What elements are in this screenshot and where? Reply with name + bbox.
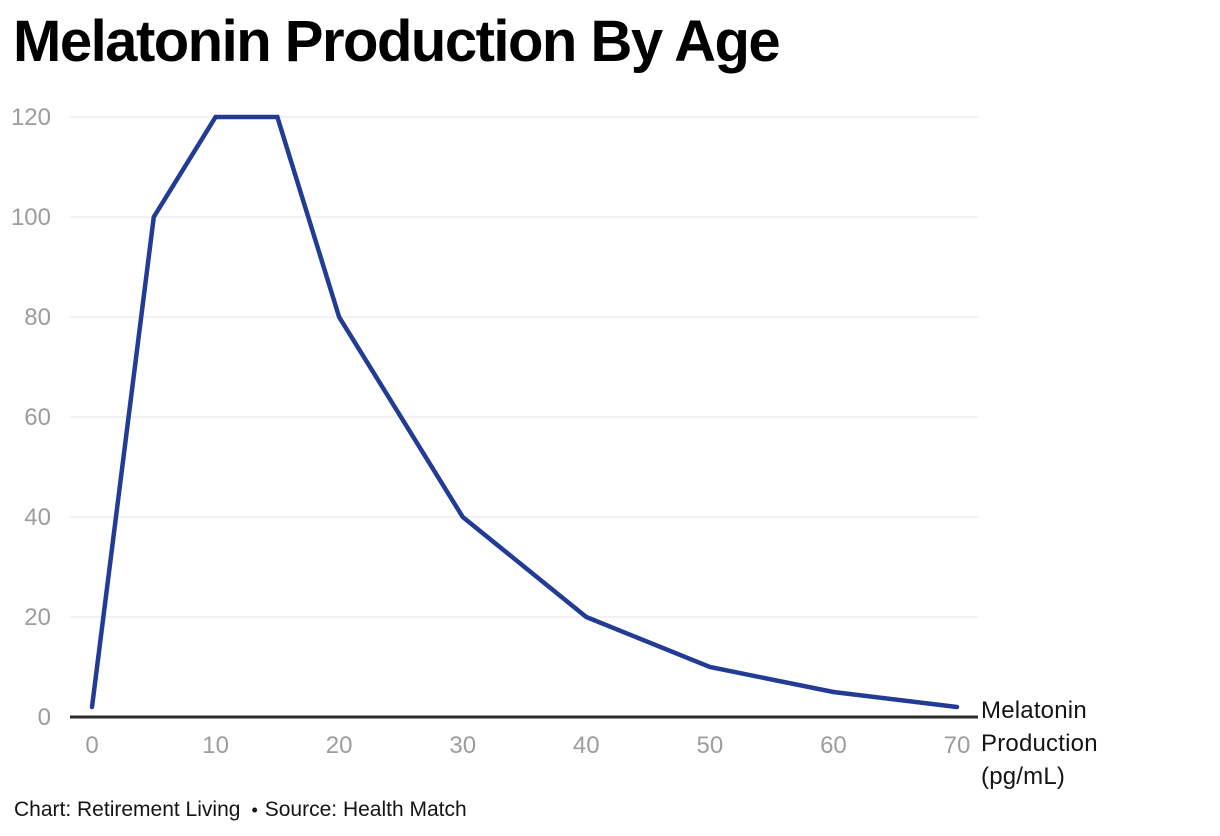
- y-tick-label: 120: [11, 104, 51, 131]
- x-tick-label: 70: [944, 732, 971, 759]
- series-end-label: Melatonin Production (pg/mL): [981, 697, 1098, 790]
- x-tick-label: 20: [326, 732, 353, 759]
- source-credit: Source: Health Match: [264, 798, 467, 821]
- series-end-label-line: Production: [981, 730, 1098, 757]
- y-tick-label: 40: [24, 504, 51, 531]
- chart-footer: Chart: Retirement Living • Source: Healt…: [14, 798, 467, 822]
- series-end-label-line: Melatonin: [981, 697, 1087, 724]
- y-tick-label: 0: [38, 704, 51, 731]
- melatonin-line-chart: 0 20 40 60 80 100 120 0 10 20 30 40 50 60 70 Melatoni…: [11, 104, 1098, 790]
- x-tick-label: 50: [697, 732, 724, 759]
- y-tick-label: 80: [24, 304, 51, 331]
- y-tick-label: 20: [24, 604, 51, 631]
- chart-title: Melatonin Production By Age: [13, 9, 781, 74]
- x-tick-label: 40: [573, 732, 600, 759]
- y-axis-tick-labels: 0 20 40 60 80 100 120: [11, 104, 51, 731]
- series-end-label-line: (pg/mL): [981, 763, 1065, 790]
- y-tick-label: 60: [24, 404, 51, 431]
- x-tick-label: 10: [202, 732, 229, 759]
- x-tick-label: 0: [85, 732, 98, 759]
- bullet-separator: •: [251, 800, 258, 820]
- x-axis-tick-labels: 0 10 20 30 40 50 60 70: [85, 732, 970, 759]
- melatonin-series-line: [89, 114, 960, 710]
- chart-credit: Chart: Retirement Living: [14, 798, 241, 821]
- y-tick-label: 100: [11, 204, 51, 231]
- gridlines: [70, 116, 978, 618]
- x-tick-label: 60: [820, 732, 847, 759]
- x-tick-label: 30: [449, 732, 476, 759]
